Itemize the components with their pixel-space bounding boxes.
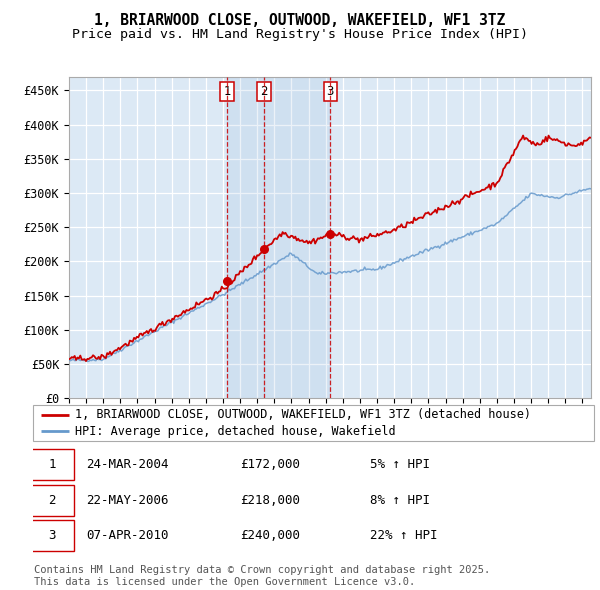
Text: Contains HM Land Registry data © Crown copyright and database right 2025.
This d: Contains HM Land Registry data © Crown c… <box>34 565 490 587</box>
Text: 2: 2 <box>260 85 268 99</box>
Text: £172,000: £172,000 <box>241 458 301 471</box>
FancyBboxPatch shape <box>33 405 594 441</box>
Text: 24-MAR-2004: 24-MAR-2004 <box>86 458 169 471</box>
Text: 5% ↑ HPI: 5% ↑ HPI <box>370 458 430 471</box>
FancyBboxPatch shape <box>30 450 74 480</box>
Text: 3: 3 <box>49 529 56 542</box>
Text: Price paid vs. HM Land Registry's House Price Index (HPI): Price paid vs. HM Land Registry's House … <box>72 28 528 41</box>
FancyBboxPatch shape <box>30 520 74 551</box>
Bar <box>264 77 331 398</box>
Text: HPI: Average price, detached house, Wakefield: HPI: Average price, detached house, Wake… <box>75 425 396 438</box>
Text: 22% ↑ HPI: 22% ↑ HPI <box>370 529 437 542</box>
Text: 22-MAY-2006: 22-MAY-2006 <box>86 494 169 507</box>
Text: 1: 1 <box>49 458 56 471</box>
Text: 1, BRIARWOOD CLOSE, OUTWOOD, WAKEFIELD, WF1 3TZ: 1, BRIARWOOD CLOSE, OUTWOOD, WAKEFIELD, … <box>94 13 506 28</box>
Text: 1, BRIARWOOD CLOSE, OUTWOOD, WAKEFIELD, WF1 3TZ (detached house): 1, BRIARWOOD CLOSE, OUTWOOD, WAKEFIELD, … <box>75 408 531 421</box>
Text: 2: 2 <box>49 494 56 507</box>
FancyBboxPatch shape <box>30 485 74 516</box>
Text: £218,000: £218,000 <box>241 494 301 507</box>
Text: 8% ↑ HPI: 8% ↑ HPI <box>370 494 430 507</box>
Text: £240,000: £240,000 <box>241 529 301 542</box>
Text: 07-APR-2010: 07-APR-2010 <box>86 529 169 542</box>
Text: 3: 3 <box>326 85 334 99</box>
Bar <box>227 77 264 398</box>
Text: 1: 1 <box>223 85 231 99</box>
